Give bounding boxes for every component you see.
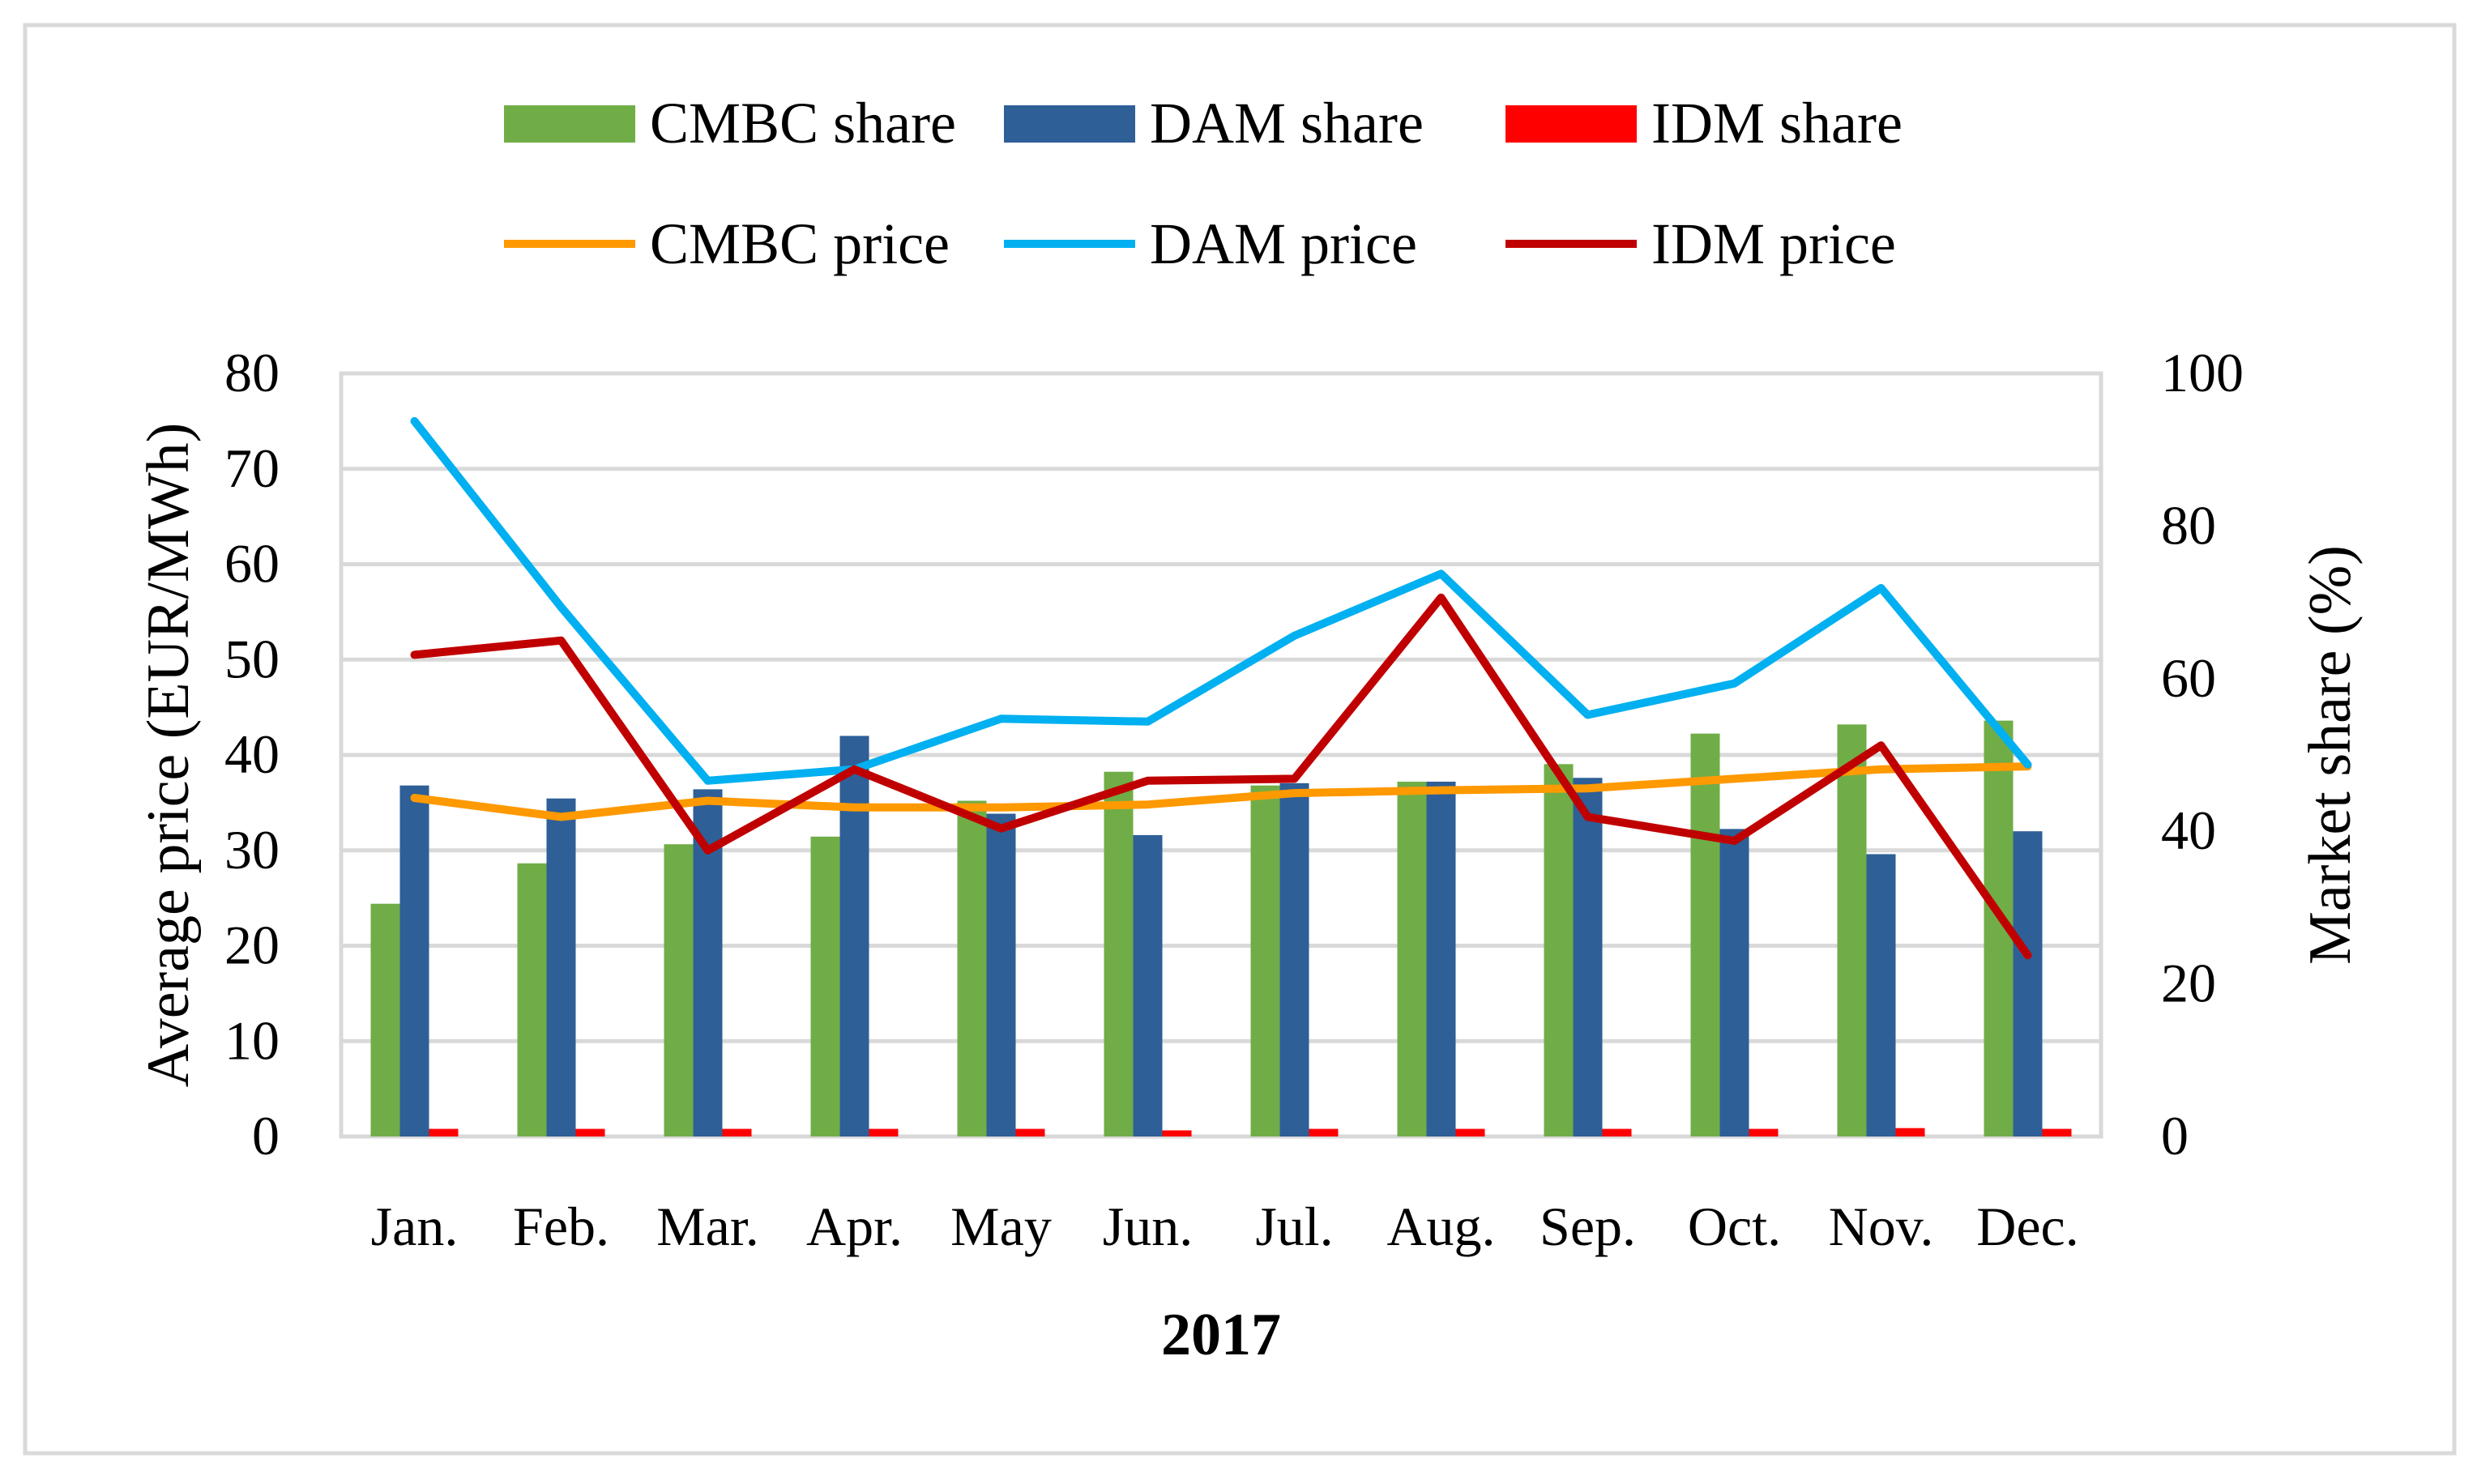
bar-cmbc-share [1104,771,1134,1136]
bar-idm-share [1895,1128,1925,1136]
bar-idm-share [2042,1128,2072,1136]
legend-label: CMBC share [650,91,956,156]
bar-dam-share [1719,829,1749,1136]
y-tick-label: 20 [224,915,280,976]
bar-dam-share [399,785,429,1136]
y2-tick-label: 0 [2161,1105,2189,1166]
bar-series-group [370,720,2072,1136]
legend-swatch [1004,105,1135,143]
line-idm-price [410,593,2032,960]
bar-idm-share [1749,1128,1779,1136]
bar-idm-share [1455,1128,1485,1136]
bar-idm-share [1309,1128,1339,1136]
y-tick-label: 40 [224,723,280,785]
x-tick-label: Jul. [1255,1196,1333,1257]
line-series-group [410,416,2032,960]
right-axis-ticks: 0 20 40 60 80 100 [2161,342,2244,1166]
y-tick-label: 60 [224,533,280,595]
bar-dam-share [1573,778,1603,1136]
bar-idm-share [1162,1130,1192,1136]
legend-label: DAM share [1150,91,1424,156]
y-tick-label: 10 [224,1009,280,1071]
bar-dam-share [1133,834,1163,1136]
bar-cmbc-share [370,903,400,1136]
y2-axis-title: Market share (%) [2297,545,2364,965]
x-tick-label: Mar. [656,1196,759,1257]
bar-idm-share [869,1128,899,1136]
legend-swatch [1505,105,1637,143]
gridlines [341,467,2101,1043]
line-dam-price [410,416,2032,785]
x-axis-title: 2017 [1161,1302,1281,1368]
x-axis-ticks: Jan. Feb. Mar. Apr. May Jun. Jul. Aug. Sep. Oct. N… [371,1196,2079,1257]
bar-idm-share [722,1128,752,1136]
bar-cmbc-share [1544,764,1574,1136]
bar-dam-share [986,813,1016,1136]
bar-cmbc-share [957,800,987,1136]
bar-idm-share [575,1128,605,1136]
legend-swatch [504,105,635,143]
bar-idm-share [1015,1128,1045,1136]
x-tick-label: May [950,1196,1052,1257]
legend-label: IDM share [1651,91,1903,156]
bar-cmbc-share [810,836,840,1136]
x-tick-label: Apr. [806,1196,903,1257]
x-tick-label: Sep. [1540,1196,1636,1257]
bar-dam-share [1279,783,1309,1136]
y2-tick-label: 80 [2161,494,2216,556]
bar-cmbc-share [1397,781,1427,1136]
x-tick-label: Nov. [1829,1196,1934,1257]
bar-cmbc-share [517,863,547,1136]
bar-cmbc-share [1250,785,1280,1136]
x-tick-label: Dec. [1976,1196,2078,1257]
bar-dam-share [2013,831,2043,1136]
bar-dam-share [1866,854,1896,1136]
y-tick-label: 80 [224,342,280,403]
legend-label: CMBC price [650,211,950,276]
y2-tick-label: 20 [2161,953,2216,1014]
x-tick-label: Feb. [513,1196,609,1257]
y-tick-label: 50 [224,628,280,689]
y-tick-label: 30 [224,819,280,881]
x-tick-label: Jun. [1103,1196,1193,1257]
bar-dam-share [1426,781,1456,1136]
x-tick-label: Aug. [1386,1196,1495,1257]
y-tick-label: 70 [224,437,280,499]
legend-label: DAM price [1150,211,1417,276]
bar-dam-share [546,798,576,1136]
bar-cmbc-share [1690,733,1720,1136]
bar-cmbc-share [664,844,694,1136]
y2-tick-label: 60 [2161,647,2216,709]
x-tick-label: Oct. [1688,1196,1781,1257]
bar-dam-share [839,736,869,1136]
y2-tick-label: 40 [2161,800,2216,861]
line-cmbc-price [410,762,2032,821]
y2-tick-label: 100 [2161,342,2244,403]
bar-idm-share [429,1128,459,1136]
x-tick-label: Jan. [371,1196,459,1257]
left-axis-ticks: 0 10 20 30 40 50 60 70 80 [224,342,280,1166]
y-axis-title: Average price (EUR/MWh) [135,423,202,1088]
legend-label: IDM price [1651,211,1896,276]
chart-frame [23,23,2457,1456]
bar-cmbc-share [1837,724,1867,1136]
legend: CMBC share DAM share IDM share CMBC price DA… [504,91,1903,276]
bar-idm-share [1602,1128,1632,1136]
y-tick-label: 0 [252,1105,280,1166]
